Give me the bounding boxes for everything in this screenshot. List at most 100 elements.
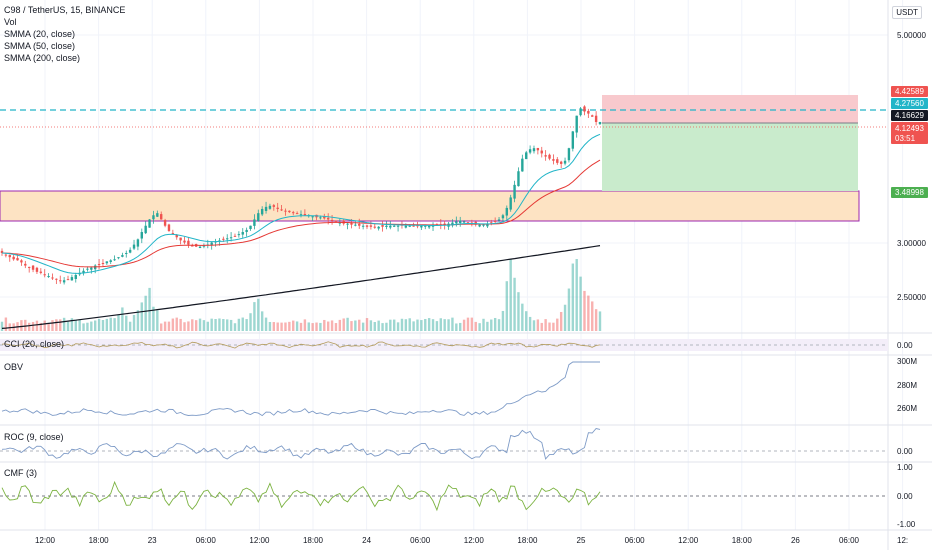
candle-body (521, 158, 524, 172)
candle-body (86, 268, 89, 270)
volume-bar (241, 317, 244, 331)
candle-body (392, 225, 396, 227)
volume-bar (358, 319, 361, 331)
volume-bar (284, 322, 287, 331)
time-tick: 12: (897, 536, 908, 545)
candle-body (74, 274, 77, 279)
candle-body (319, 217, 322, 219)
candle-body (202, 245, 206, 247)
volume-bar (179, 318, 182, 331)
candle-body (303, 213, 307, 216)
candle-body (490, 222, 493, 224)
volume-bar (156, 310, 159, 331)
stop-price-badge: 4.42589 (895, 87, 924, 96)
currency-button[interactable]: USDT (892, 6, 922, 19)
volume-bar (466, 317, 470, 331)
volume-bar (218, 318, 221, 331)
volume-bar (474, 321, 477, 331)
time-tick: 12:00 (464, 536, 485, 545)
volume-bar (563, 304, 567, 331)
volume-bar (389, 319, 392, 331)
range-box[interactable] (0, 190, 860, 222)
candle-body (97, 264, 101, 266)
volume-bar (482, 318, 485, 331)
candle-body (171, 233, 175, 235)
volume-bar (528, 316, 532, 331)
volume-bar (136, 310, 140, 331)
volume-bar (245, 319, 248, 331)
time-tick: 06:00 (839, 536, 860, 545)
volume-bar (521, 303, 524, 331)
cmf-label[interactable]: CMF (3) (4, 468, 37, 478)
volume-bar (109, 317, 112, 331)
candle-body (43, 274, 46, 276)
level-price-badge: 4.27560 (895, 99, 924, 108)
candle-body (121, 255, 124, 257)
volume-bar (47, 323, 50, 331)
time-axis[interactable]: 12:00 18:00 23 06:00 12:00 18:00 24 06:00 12:00 1… (35, 536, 908, 545)
volume-bar (567, 288, 571, 331)
volume-bar (268, 321, 272, 331)
indicator-smma-200[interactable]: SMMA (200, close) (4, 53, 81, 63)
volume-bar (74, 319, 77, 331)
candle-body (198, 246, 202, 249)
volume-bar (175, 317, 178, 331)
candle-body (373, 226, 376, 228)
volume-bar (144, 295, 147, 331)
candle-body (358, 223, 361, 226)
volume-bar (579, 276, 582, 331)
volume-bar (443, 319, 446, 331)
volume-bar (167, 321, 171, 331)
volume-bar (121, 307, 124, 331)
volume-bar (486, 321, 489, 331)
indicator-smma-20[interactable]: SMMA (20, close) (4, 29, 76, 39)
candle-body (82, 270, 85, 274)
candle-body (459, 220, 462, 224)
volume-bar (117, 314, 120, 331)
obv-label[interactable]: OBV (4, 362, 24, 372)
obv-tick: 260M (897, 404, 917, 413)
volume-bar (202, 320, 206, 331)
symbol-title[interactable]: C98 / TetherUS, 15, BINANCE (4, 5, 126, 15)
candle-body (183, 240, 186, 243)
candle-body (299, 214, 303, 216)
volume-bar (490, 319, 493, 331)
candle-body (598, 121, 602, 125)
indicator-smma-50[interactable]: SMMA (50, close) (4, 41, 76, 51)
candle-body (381, 225, 384, 227)
candle-body (144, 225, 147, 234)
volume-bar (27, 322, 31, 331)
price-axis[interactable]: 5.00000 3.00000 2.50000 (897, 31, 926, 302)
volume-bar (20, 320, 23, 331)
candle-body (167, 224, 171, 231)
candle-body (455, 221, 458, 224)
volume-bar (497, 319, 501, 331)
volume-bar (416, 319, 419, 331)
stop-loss-zone[interactable] (602, 95, 858, 123)
target-price-badge: 3.48998 (895, 188, 924, 197)
volume-bar (400, 318, 404, 331)
take-profit-zone[interactable] (602, 123, 858, 191)
volume-bar (373, 322, 376, 331)
candle-body (594, 115, 598, 122)
volume-bar (233, 323, 237, 331)
volume-bar (424, 318, 427, 331)
candle-body (31, 265, 35, 270)
indicator-volume[interactable]: Vol (4, 17, 17, 27)
roc-label[interactable]: ROC (9, close) (4, 432, 64, 442)
time-tick: 18:00 (732, 536, 753, 545)
volume-bar (43, 320, 46, 331)
candlesticks (0, 105, 602, 285)
candle-body (39, 271, 43, 273)
candle-body (163, 220, 167, 226)
volume-bar (237, 318, 241, 331)
last-price-badge: 4.12493 (895, 124, 924, 133)
candle-body (323, 216, 326, 219)
volume-bar (0, 321, 4, 331)
candle-body (117, 257, 120, 259)
volume-bar (451, 317, 454, 331)
volume-bar (505, 281, 509, 331)
cci-label[interactable]: CCI (20, close) (4, 339, 65, 349)
